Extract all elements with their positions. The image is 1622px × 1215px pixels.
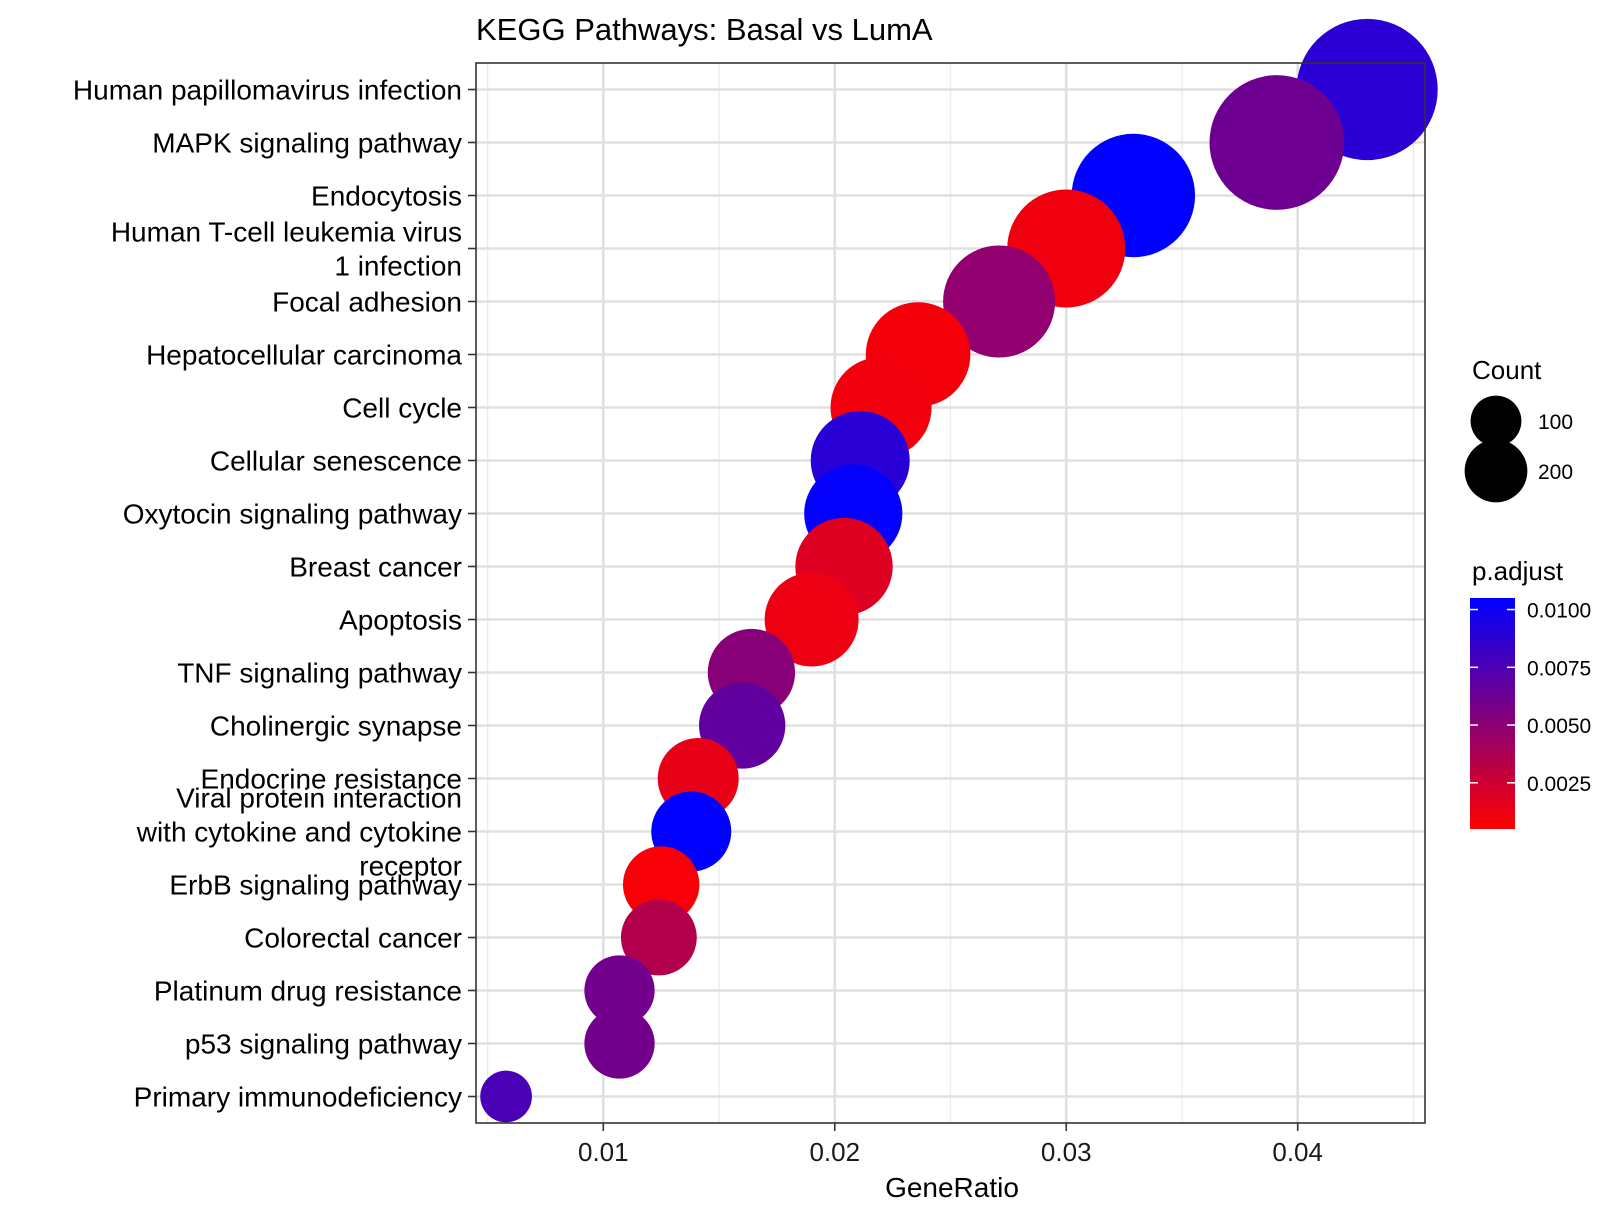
size-legend-key <box>1464 439 1528 503</box>
y-tick-label: Hepatocellular carcinoma <box>146 340 462 371</box>
y-tick-label: p53 signaling pathway <box>185 1029 462 1060</box>
data-point <box>764 572 859 667</box>
data-point <box>480 1070 532 1123</box>
size-legend-key <box>1470 395 1522 447</box>
y-tick-label: Focal adhesion <box>272 287 462 318</box>
y-tick-label: Breast cancer <box>289 552 462 583</box>
size-legend-title: Count <box>1472 355 1542 385</box>
size-legend-label: 100 <box>1538 411 1573 434</box>
plot-border <box>475 62 1426 1124</box>
color-legend-label: 0.0025 <box>1527 773 1591 796</box>
y-tick-label: Endocrine resistance <box>201 764 462 795</box>
y-tick-label: Colorectal cancer <box>244 923 462 954</box>
y-tick-label: Platinum drug resistance <box>154 976 462 1007</box>
x-tick-label: 0.03 <box>1041 1137 1092 1167</box>
size-legend-label: 200 <box>1538 461 1573 484</box>
y-tick-label: Apoptosis <box>339 605 462 636</box>
x-tick-label: 0.04 <box>1272 1137 1323 1167</box>
y-tick-label: Viral protein interaction with cytokine a… <box>136 783 462 882</box>
y-tick-label: TNF signaling pathway <box>177 658 462 689</box>
data-point <box>943 245 1056 358</box>
y-tick-label: Human papillomavirus infection <box>73 75 462 106</box>
x-axis-title: GeneRatio <box>885 1172 1019 1203</box>
data-point <box>1209 75 1345 210</box>
y-tick-label: ErbB signaling pathway <box>169 870 462 901</box>
data-point <box>584 955 655 1026</box>
color-legend-bar <box>1470 598 1515 829</box>
y-tick-label: Primary immunodeficiency <box>134 1082 462 1113</box>
chart-title: KEGG Pathways: Basal vs LumA <box>476 12 933 47</box>
data-point <box>584 1008 655 1079</box>
x-tick-label: 0.02 <box>809 1137 860 1167</box>
y-tick-label: Cholinergic synapse <box>210 711 462 742</box>
x-tick-label: 0.01 <box>578 1137 629 1167</box>
y-tick-label: Oxytocin signaling pathway <box>123 499 462 530</box>
color-legend-label: 0.0050 <box>1527 715 1591 738</box>
color-legend-title: p.adjust <box>1472 556 1564 586</box>
y-tick-label: MAPK signaling pathway <box>152 128 462 159</box>
y-tick-label: Endocytosis <box>311 181 462 212</box>
data-point <box>620 899 697 976</box>
y-tick-label: Human T-cell leukemia virus 1 infection <box>111 217 462 282</box>
y-tick-label: Cell cycle <box>342 393 462 424</box>
y-tick-label: Cellular senescence <box>210 446 462 477</box>
color-legend-label: 0.0100 <box>1527 600 1591 623</box>
color-legend-label: 0.0075 <box>1527 657 1591 680</box>
